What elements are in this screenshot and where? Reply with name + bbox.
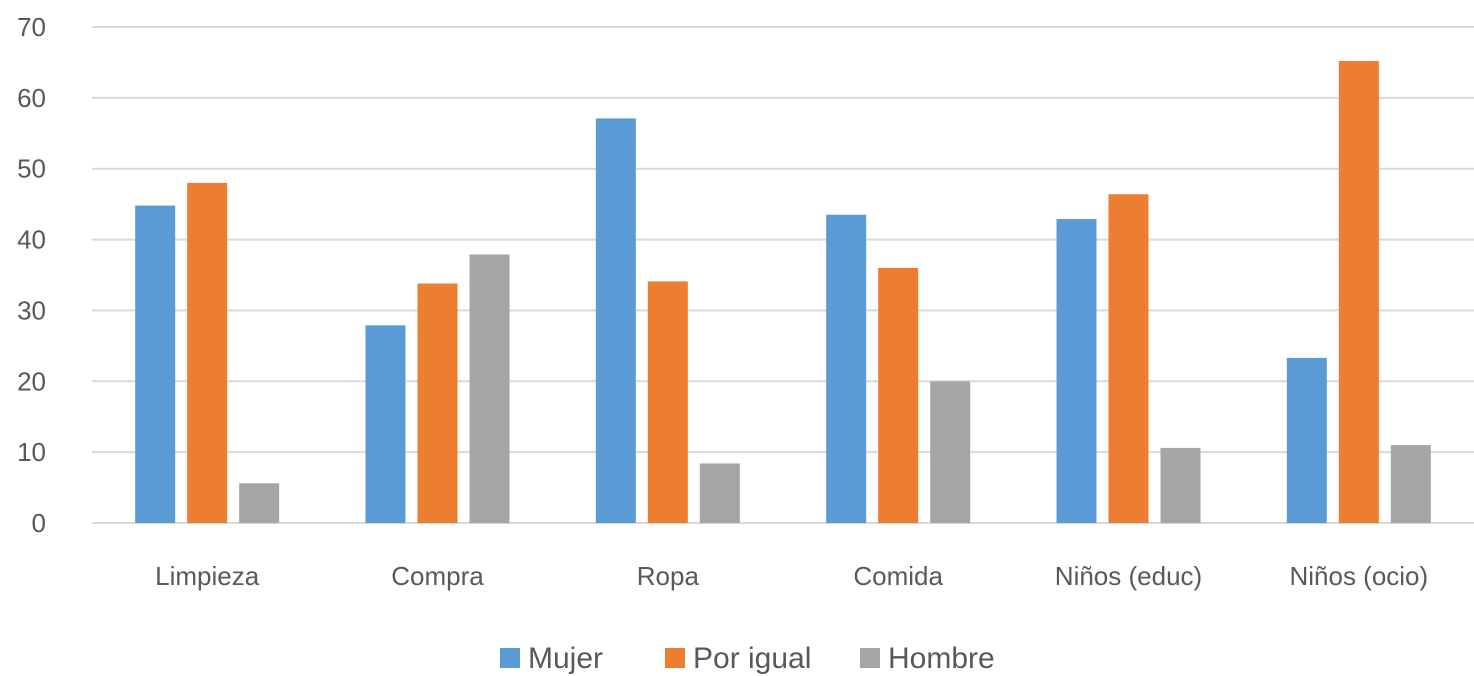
legend-swatch-mujer	[500, 648, 520, 668]
bar-por-igual-4	[1108, 194, 1149, 524]
bars	[135, 61, 1431, 524]
bar-mujer-0	[135, 205, 176, 523]
y-tick-label: 10	[17, 437, 46, 467]
legend-label: Hombre	[888, 642, 995, 675]
bar-mujer-3	[826, 214, 867, 523]
bar-hombre-0	[239, 483, 280, 523]
legend-swatch-por-igual	[665, 648, 685, 668]
y-axis-tick-labels: 0 10 20 30 40 50 60 70	[17, 12, 46, 538]
legend-label: Por igual	[693, 642, 811, 675]
y-tick-label: 20	[17, 366, 46, 396]
y-tick-label: 50	[17, 154, 46, 184]
bar-por-igual-5	[1338, 61, 1379, 524]
x-category-label: Niños (ocio)	[1289, 561, 1428, 591]
x-category-label: Compra	[391, 561, 484, 591]
y-tick-label: 70	[17, 12, 46, 42]
bar-mujer-2	[595, 118, 636, 524]
y-tick-label: 60	[17, 83, 46, 113]
bar-hombre-2	[699, 463, 740, 523]
bar-mujer-1	[365, 325, 406, 523]
y-tick-label: 30	[17, 295, 46, 325]
x-axis-category-labels: Limpieza Compra Ropa Comida Niños (educ) Niño…	[155, 561, 1428, 591]
y-tick-label: 0	[32, 508, 46, 538]
bar-mujer-4	[1056, 219, 1097, 523]
bar-por-igual-3	[878, 267, 919, 523]
x-category-label: Ropa	[637, 561, 700, 591]
legend-swatch-hombre	[860, 648, 880, 668]
legend: Mujer Por igual Hombre	[500, 642, 995, 675]
bar-hombre-3	[930, 381, 971, 523]
bar-hombre-1	[469, 254, 510, 524]
bar-por-igual-2	[647, 281, 688, 523]
x-category-label: Niños (educ)	[1055, 561, 1202, 591]
bar-hombre-5	[1390, 445, 1431, 523]
y-tick-label: 40	[17, 225, 46, 255]
bar-por-igual-0	[187, 182, 228, 523]
bar-hombre-4	[1160, 447, 1201, 523]
gridlines	[92, 26, 1474, 524]
bar-por-igual-1	[417, 283, 458, 523]
legend-label: Mujer	[528, 642, 603, 675]
x-category-label: Comida	[853, 561, 943, 591]
x-category-label: Limpieza	[155, 561, 260, 591]
bar-mujer-5	[1286, 357, 1327, 523]
